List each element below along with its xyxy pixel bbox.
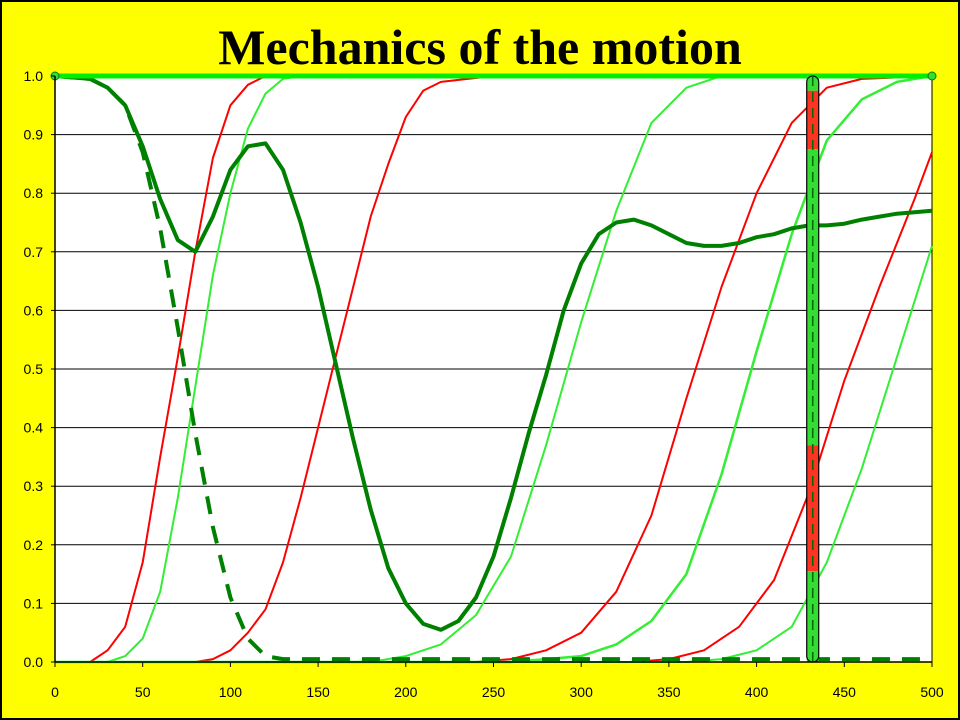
chart-title: Mechanics of the motion — [218, 19, 742, 75]
marker-bar-segment — [806, 149, 819, 446]
series-line — [54, 74, 932, 662]
y-tick-label: 0.1 — [24, 595, 44, 611]
y-tick-label: 1.0 — [24, 68, 44, 84]
x-tick-label: 100 — [219, 684, 243, 700]
y-tick-label: 0.8 — [24, 185, 44, 201]
x-tick-label: 400 — [745, 684, 769, 700]
series-line — [55, 75, 932, 663]
x-tick-label: 350 — [657, 684, 681, 700]
series-line — [55, 75, 932, 663]
y-tick-label: 0.2 — [24, 537, 44, 553]
x-tick-label: 450 — [833, 684, 857, 700]
x-tick-label: 500 — [920, 684, 944, 700]
endpoint-marker — [927, 71, 937, 81]
series-line — [55, 151, 933, 663]
y-tick-label: 0.7 — [24, 244, 44, 260]
x-tick-label: 200 — [394, 684, 418, 700]
marker-bar-segment — [806, 90, 819, 150]
series-line — [54, 74, 933, 632]
y-tick-label: 0.0 — [24, 654, 44, 670]
y-tick-label: 0.6 — [24, 302, 44, 318]
series-group — [50, 71, 937, 664]
x-tick-label: 250 — [482, 684, 506, 700]
x-tick-label: 300 — [570, 684, 594, 700]
series-line — [55, 75, 932, 663]
axes: 0.0 0.1 0.2 0.3 0.4 0.5 0.6 0.7 0.8 0.9 1.0 0 50 100 1… — [24, 68, 944, 700]
y-tick-label: 0.3 — [24, 478, 44, 494]
x-tick-label: 50 — [135, 684, 151, 700]
y-tick-label: 0.5 — [24, 361, 44, 377]
x-tick-label: 0 — [51, 684, 59, 700]
y-tick-label: 0.4 — [24, 420, 44, 436]
x-tick-label: 150 — [306, 684, 330, 700]
y-tick-label: 0.9 — [24, 127, 44, 143]
marker-bar-group — [806, 75, 820, 663]
marker-bar-segment — [806, 571, 819, 662]
